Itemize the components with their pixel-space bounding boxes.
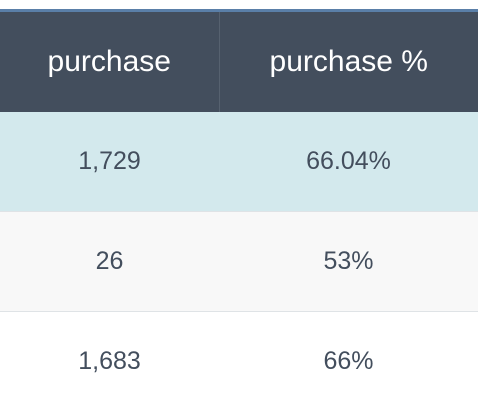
table-top-accent	[0, 0, 478, 12]
header-row: purchase purchase %	[0, 12, 478, 112]
table-row[interactable]: 26 53%	[0, 211, 478, 312]
table-row[interactable]: 1,683 66%	[0, 311, 478, 410]
cell-purchase-percent: 53%	[219, 211, 478, 312]
data-table: purchase purchase % 1,729 66.04% 26 53% …	[0, 12, 478, 410]
table-row[interactable]: 1,729 66.04%	[0, 112, 478, 212]
cell-purchase: 26	[0, 211, 219, 312]
cell-purchase: 1,729	[0, 112, 219, 212]
column-header-purchase[interactable]: purchase	[0, 12, 219, 112]
table-body: 1,729 66.04% 26 53% 1,683 66%	[0, 112, 478, 410]
cell-purchase-percent: 66.04%	[219, 112, 478, 212]
table-header: purchase purchase %	[0, 12, 478, 112]
cell-purchase: 1,683	[0, 311, 219, 410]
cell-purchase-percent: 66%	[219, 311, 478, 410]
column-header-purchase-percent[interactable]: purchase %	[218, 12, 478, 112]
